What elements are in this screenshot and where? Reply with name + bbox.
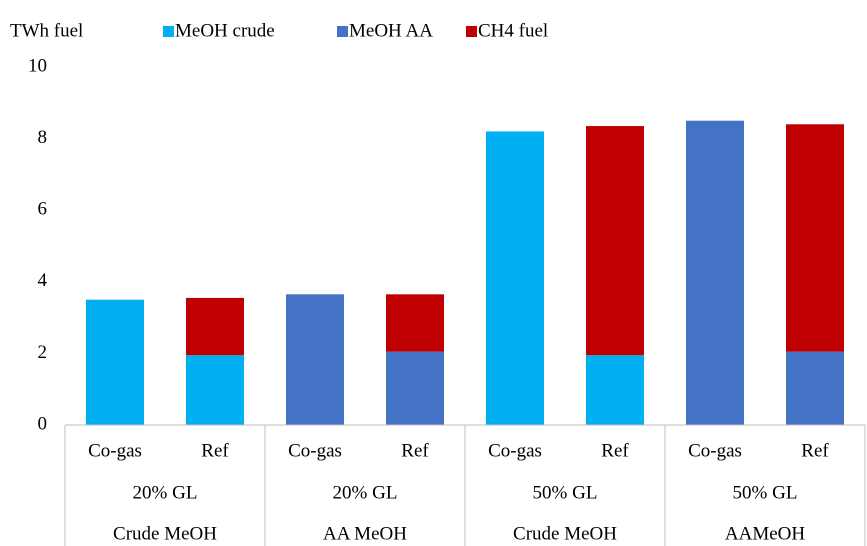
y-axis-label: TWh fuel (10, 20, 83, 41)
group-label: 20% GL (133, 482, 198, 503)
legend-label: CH4 fuel (478, 20, 548, 41)
x-tick-label: Ref (401, 440, 429, 461)
legend-label: MeOH crude (175, 20, 275, 41)
x-tick-label: Ref (201, 440, 229, 461)
group-label: 50% GL (733, 482, 798, 503)
legend-label: MeOH AA (349, 20, 433, 41)
x-tick-label: Co-gas (488, 440, 542, 461)
legend-swatch (163, 26, 174, 37)
x-tick-label: Co-gas (688, 440, 742, 461)
bar-segment (586, 355, 644, 425)
bar-segment (786, 124, 844, 352)
bar-segment (486, 131, 544, 425)
bar-segment (286, 294, 344, 425)
y-tick-label: 8 (38, 127, 48, 148)
group-label: 20% GL (333, 482, 398, 503)
x-tick-label: Co-gas (288, 440, 342, 461)
x-tick-label: Co-gas (88, 440, 142, 461)
group-name: AA MeOH (323, 523, 407, 544)
bar-segment (586, 126, 644, 356)
y-tick-label: 10 (28, 55, 47, 76)
group-label: 50% GL (533, 482, 598, 503)
x-tick-label: Ref (801, 440, 829, 461)
legend-swatch (337, 26, 348, 37)
y-tick-label: 6 (38, 199, 48, 220)
y-tick-label: 2 (38, 342, 48, 363)
group-name: Crude MeOH (113, 523, 217, 544)
bar-segment (186, 297, 244, 356)
y-tick-label: 4 (38, 270, 48, 291)
y-tick-label: 0 (38, 413, 48, 434)
bar-segment (686, 120, 744, 425)
bar-segment (386, 351, 444, 425)
legend-swatch (466, 26, 477, 37)
group-name: AAMeOH (725, 523, 805, 544)
bar-segment (186, 355, 244, 425)
x-tick-label: Ref (601, 440, 629, 461)
bar-segment (86, 299, 144, 425)
bar-segment (786, 351, 844, 425)
group-name: Crude MeOH (513, 523, 617, 544)
bar-segment (386, 294, 444, 352)
